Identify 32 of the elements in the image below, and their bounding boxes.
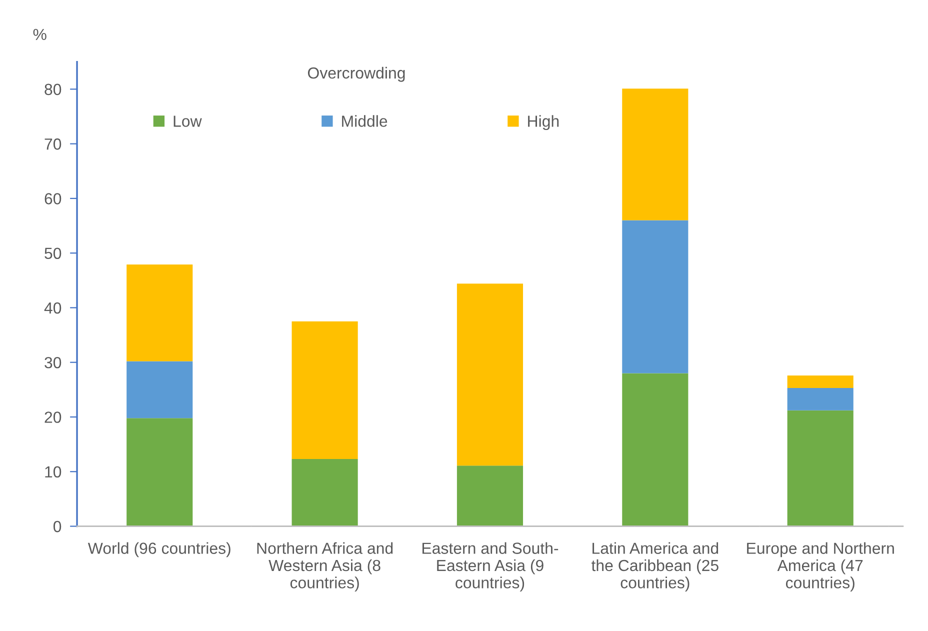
x-tick-label: Eastern and South- Eastern Asia (9 countries) bbox=[422, 542, 558, 592]
bar bbox=[787, 410, 854, 526]
y-axis-title: % bbox=[33, 28, 46, 40]
y-tick-label: 30 bbox=[44, 356, 62, 368]
x-tick-label: World (96 countries) bbox=[88, 542, 230, 558]
x-tick-label: Europe and Northern America (47 countries) bbox=[747, 542, 894, 592]
legend-label: High bbox=[528, 115, 559, 130]
y-tick-label: 20 bbox=[44, 412, 62, 423]
bar bbox=[126, 361, 193, 418]
bar bbox=[126, 264, 193, 362]
bar bbox=[292, 321, 358, 460]
bar bbox=[622, 220, 688, 374]
bar bbox=[292, 459, 358, 526]
bar bbox=[787, 388, 854, 410]
bar bbox=[456, 466, 524, 526]
y-tick-label: 50 bbox=[44, 248, 62, 260]
bar bbox=[456, 284, 524, 466]
bar bbox=[787, 375, 854, 388]
legend-label: Middle bbox=[342, 115, 388, 127]
bar bbox=[126, 418, 193, 526]
y-tick-label: 10 bbox=[45, 466, 62, 478]
legend-title: Overcrowding bbox=[308, 66, 405, 82]
y-tick-label: 0 bbox=[53, 520, 62, 532]
y-tick-label: 80 bbox=[44, 84, 62, 96]
x-tick-label: Latin America and the Caribbean (25 countries) bbox=[591, 542, 718, 592]
x-tick-label: Northern Africa and Western Asia (8 countries) bbox=[257, 542, 393, 592]
bar bbox=[622, 88, 688, 220]
y-tick-label: 70 bbox=[44, 138, 62, 150]
y-tick-label: 40 bbox=[44, 302, 62, 314]
y-tick-label: 60 bbox=[44, 193, 62, 204]
legend-label: Low bbox=[174, 116, 202, 127]
bar bbox=[622, 373, 688, 526]
